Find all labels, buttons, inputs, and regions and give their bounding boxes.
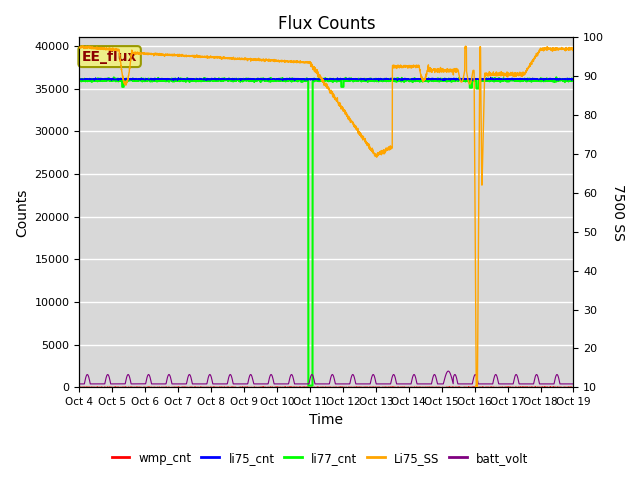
Title: Flux Counts: Flux Counts <box>278 15 375 33</box>
Y-axis label: 7500 SS: 7500 SS <box>611 184 625 241</box>
Text: EE_flux: EE_flux <box>82 49 138 63</box>
X-axis label: Time: Time <box>309 413 344 427</box>
Y-axis label: Counts: Counts <box>15 188 29 237</box>
Legend: wmp_cnt, li75_cnt, li77_cnt, Li75_SS, batt_volt: wmp_cnt, li75_cnt, li77_cnt, Li75_SS, ba… <box>107 447 533 469</box>
